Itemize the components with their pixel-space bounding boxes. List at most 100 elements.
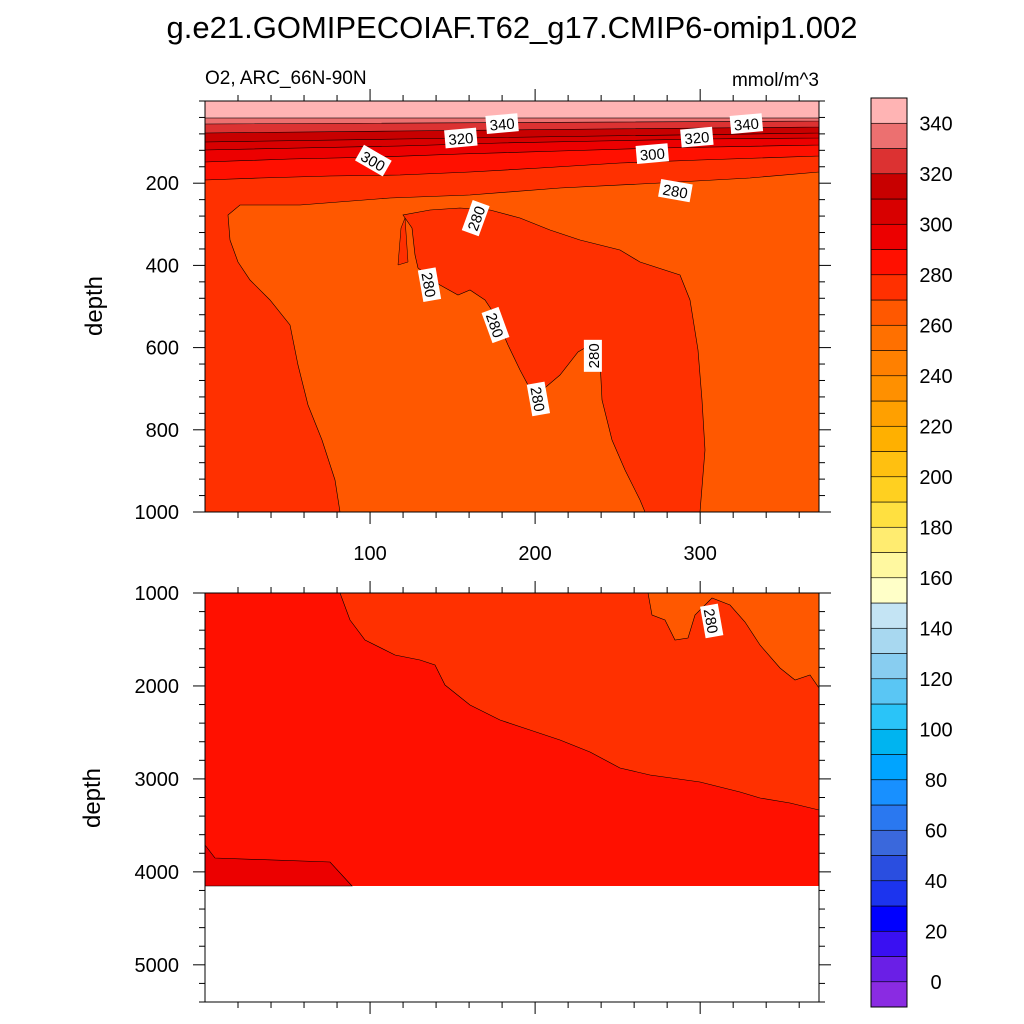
colorbar-swatch	[870, 653, 908, 680]
y-tick-label: 1000	[135, 502, 180, 524]
colorbar-swatch	[870, 375, 908, 402]
colorbar-swatch	[870, 97, 908, 124]
colorbar-swatch	[870, 451, 908, 478]
y-tick-label: 4000	[135, 862, 180, 884]
o2-fill-270-280-mid-lobe	[402, 207, 706, 512]
colorbar-swatch	[870, 552, 908, 579]
colorbar-label: 100	[919, 719, 952, 741]
colorbar-frame	[870, 97, 908, 1008]
colorbar-label: 120	[919, 669, 952, 691]
colorbar-swatch	[870, 905, 908, 932]
colorbar-swatch	[870, 981, 908, 1008]
colorbar-label: 20	[925, 921, 947, 943]
svg-text:280: 280	[417, 271, 438, 299]
colorbar: 0 20 40 60 80 100 120 140 160 180 200 220 240 260 280 3…	[870, 97, 953, 1008]
o2-fill-290-300-deep	[205, 844, 353, 887]
y-tick-label: 400	[146, 255, 179, 277]
contour-label: 280	[417, 267, 442, 303]
colorbar-label: 320	[919, 164, 952, 186]
svg-text:280: 280	[700, 607, 721, 635]
contour-label: 280	[526, 381, 551, 417]
colorbar-label: 240	[919, 366, 952, 388]
lower-panel-plot	[205, 593, 819, 1002]
colorbar-swatch	[870, 526, 908, 553]
contour-label: 280	[658, 178, 693, 203]
x-tick-label: 300	[683, 543, 716, 565]
colorbar-swatch	[870, 324, 908, 351]
colorbar-swatch	[870, 198, 908, 225]
svg-text:280: 280	[661, 182, 689, 203]
svg-text:320: 320	[684, 129, 710, 148]
svg-text:300: 300	[639, 146, 665, 165]
contour-label: 340	[485, 113, 519, 135]
colorbar-swatch	[870, 577, 908, 604]
units-label: mmol/m^3	[732, 70, 819, 91]
y-tick-label: 200	[146, 173, 179, 195]
colorbar-label: 220	[919, 416, 952, 438]
contour-label: 340	[729, 113, 764, 135]
y-tick-label: 1000	[135, 583, 180, 605]
colorbar-label: 160	[919, 568, 952, 590]
svg-text:320: 320	[448, 130, 474, 149]
colorbar-label: 60	[925, 820, 947, 842]
colorbar-label: 140	[919, 618, 952, 640]
contour-label: 320	[444, 127, 478, 149]
colorbar-label: 180	[919, 517, 952, 539]
colorbar-label: 260	[919, 315, 952, 337]
colorbar-swatch	[870, 148, 908, 175]
chart-title: g.e21.GOMIPECOIAF.T62_g17.CMIP6-omip1.00…	[167, 10, 858, 45]
contour-label: 300	[635, 143, 670, 165]
colorbar-swatch	[870, 350, 908, 377]
o2-fill-270-280-thin-sliver	[397, 217, 409, 266]
x-tick-label: 100	[353, 543, 386, 565]
colorbar-swatch	[870, 173, 908, 200]
contour-label: 280	[700, 603, 724, 639]
y-tick-label: 2000	[135, 676, 180, 698]
upper-panel-frame	[204, 100, 820, 513]
svg-text:340: 340	[489, 116, 515, 135]
svg-text:340: 340	[733, 116, 759, 135]
y-tick-label: 3000	[135, 769, 180, 791]
colorbar-swatch	[870, 855, 908, 882]
colorbar-label: 340	[919, 113, 952, 135]
colorbar-swatch	[870, 501, 908, 528]
upper-x-axis: 100 200 300	[237, 89, 800, 565]
colorbar-swatch	[870, 274, 908, 301]
lower-y-axis: 1000 2000 3000 4000 5000	[135, 583, 831, 1003]
variable-label: O2, ARC_66N-90N	[205, 68, 367, 89]
y-tick-label: 800	[146, 420, 179, 442]
colorbar-label: 0	[930, 972, 941, 994]
colorbar-swatch	[870, 627, 908, 654]
upper-y-axis: 200 400 600 800 1000	[135, 100, 831, 524]
upper-y-axis-label: depth	[81, 276, 108, 336]
colorbar-swatch	[870, 804, 908, 831]
y-tick-label: 5000	[135, 955, 180, 977]
colorbar-label: 80	[925, 770, 947, 792]
colorbar-swatch	[870, 602, 908, 629]
colorbar-label: 40	[925, 871, 947, 893]
colorbar-swatch	[870, 425, 908, 452]
contour-label: 280	[583, 339, 603, 372]
upper-panel-plot	[205, 101, 819, 512]
colorbar-swatch	[870, 829, 908, 856]
colorbar-swatch	[870, 223, 908, 250]
lower-contour-labels: 280	[700, 603, 724, 639]
colorbar-swatch	[870, 476, 908, 503]
colorbar-swatch	[870, 930, 908, 957]
lower-x-axis	[237, 581, 800, 1014]
o2-fill-260-270-deep	[647, 593, 819, 689]
colorbar-label: 300	[919, 214, 952, 236]
colorbar-swatch	[870, 728, 908, 755]
colorbar-label: 200	[919, 467, 952, 489]
o2-fill-270-280-deep	[339, 593, 819, 811]
colorbar-swatch	[870, 779, 908, 806]
svg-text:280: 280	[586, 343, 603, 368]
lower-y-axis-label: depth	[79, 768, 106, 828]
colorbar-swatch	[870, 754, 908, 781]
colorbar-swatch	[870, 678, 908, 705]
colorbar-swatch	[870, 880, 908, 907]
colorbar-swatch	[870, 400, 908, 427]
colorbar-label: 280	[919, 265, 952, 287]
